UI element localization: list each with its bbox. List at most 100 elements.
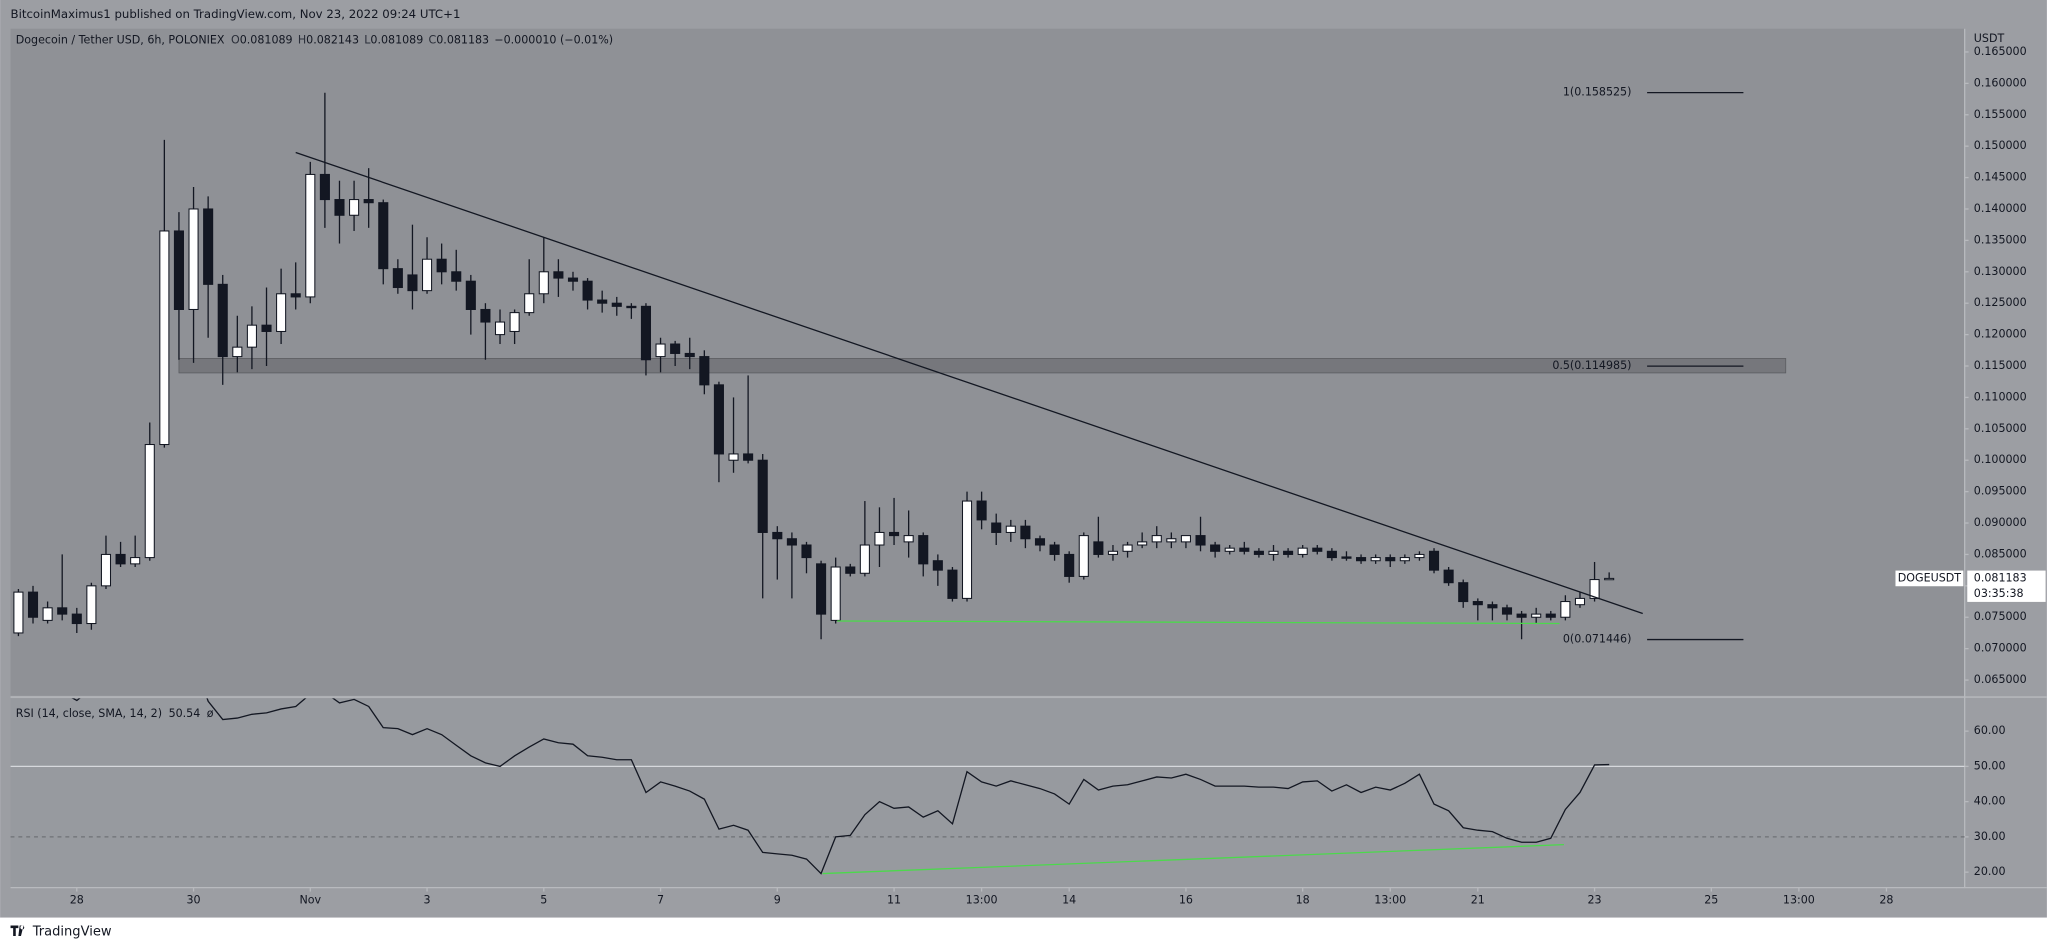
rsi-tick-label: 20.00 [1974,865,2006,878]
candle-body [261,324,272,332]
y-tick-label: 0.100000 [1974,453,2027,466]
candle-body [13,591,24,634]
candle-body [1589,579,1600,599]
price-plot: 1(0.158525) 0.5(0.114985) 0(0.071446) [13,86,1787,646]
support-line [837,620,1560,625]
x-tick-label: 18 [1296,894,1310,907]
ohlc-value: 0.081089 [370,33,423,46]
y-tick-label: 0.140000 [1974,202,2027,215]
y-tick-label: 0.065000 [1974,673,2027,686]
trendline [295,151,1643,615]
ohlc-key: C [429,33,437,46]
candle-body [699,356,710,386]
candle-body [845,566,856,574]
fib-label: 0(0.071446) [1563,633,1632,646]
candle-body [86,585,97,625]
candle-body [684,352,695,358]
candle-body [1399,557,1410,562]
candle-body [1414,553,1425,559]
candle-body [319,173,330,201]
candle-body [1356,557,1367,562]
candle-body [1574,597,1586,606]
rsi-value: 50.54 [169,707,201,720]
candle-body [378,202,389,270]
candle-body [203,208,214,285]
candle-body [567,277,579,282]
candle-body [1064,553,1075,577]
candle-body [494,321,506,336]
candle-body [130,557,141,565]
y-tick-label: 0.090000 [1974,516,2027,529]
candle-body [1560,601,1571,618]
x-tick-label: 16 [1179,894,1193,907]
x-tick-label: 13:00 [1374,894,1406,907]
candle-body [480,308,491,323]
x-tick-label: 28 [1879,894,1893,907]
candle-body [42,607,53,621]
y-tick-label: 0.160000 [1974,76,2027,89]
rsi-divergence [822,843,1564,875]
candle-body [961,500,973,599]
rsi-tick-label: 60.00 [1974,724,2006,737]
candle-body [947,569,958,599]
rsi-line [71,698,1610,875]
y-tick-label: 0.120000 [1974,328,2027,341]
candle-body [1326,550,1337,559]
candle-body [582,280,593,301]
rsi-pane [10,698,1965,888]
y-axis-unit: USDT [1974,32,2005,45]
y-tick-label: 0.135000 [1974,233,2027,246]
rsi-legend: RSI (14, close, SMA, 14, 2) 50.54 ø [16,707,214,720]
candle-body [1034,538,1046,546]
y-tick-label: 0.070000 [1974,642,2027,655]
candle-body [1443,569,1454,584]
x-tick-label: 14 [1062,894,1076,907]
candle-body [1385,557,1396,562]
candle-body [1253,550,1264,555]
support-zone [178,358,1787,374]
rsi-tick-label: 30.00 [1974,830,2006,843]
ohlc-value: 0.081089 [240,33,293,46]
candle-body [1545,613,1556,618]
rsi-plot [10,698,1965,875]
symbol-title: Dogecoin / Tether USD, 6h, POLONIEX [16,33,225,46]
candle-body [597,299,608,304]
candle-body [889,531,900,537]
candle-body [57,607,68,615]
y-tick-label: 0.165000 [1974,45,2027,58]
y-tick-label: 0.085000 [1974,547,2027,560]
candle-body [1195,535,1206,546]
candle-body [728,453,739,461]
candle-body [1020,525,1031,540]
candle-body [407,274,418,292]
candle-body [465,280,476,311]
candle-body [874,531,885,546]
footer-text: TradingView [32,925,112,940]
y-tick-label: 0.145000 [1974,171,2027,184]
candle-body [1341,556,1352,559]
price-box [1967,570,2046,602]
candle-body [246,324,257,348]
candle-body [611,302,622,307]
candle-body [1370,557,1381,562]
candle-body [991,522,1002,533]
footer-logo [10,925,25,936]
candle-body [144,443,155,559]
y-tick-label: 0.105000 [1974,422,2027,435]
candle-body [1180,535,1191,543]
candle-body [305,173,316,298]
candle-body [1107,550,1119,555]
candle-body [422,258,433,292]
candle-body [436,258,447,273]
candle-body [276,293,287,332]
y-tick-label: 0.150000 [1974,139,2027,152]
candle-body [1604,577,1615,581]
candle-body [830,566,841,621]
candle-body [27,591,39,618]
candle-body [1151,535,1162,543]
y-tick-label: 0.075000 [1974,610,2027,623]
candle-body [217,283,228,358]
ohlc-value: 0.081183 [436,33,489,46]
change: −0.000010 (−0.01%) [494,33,613,46]
